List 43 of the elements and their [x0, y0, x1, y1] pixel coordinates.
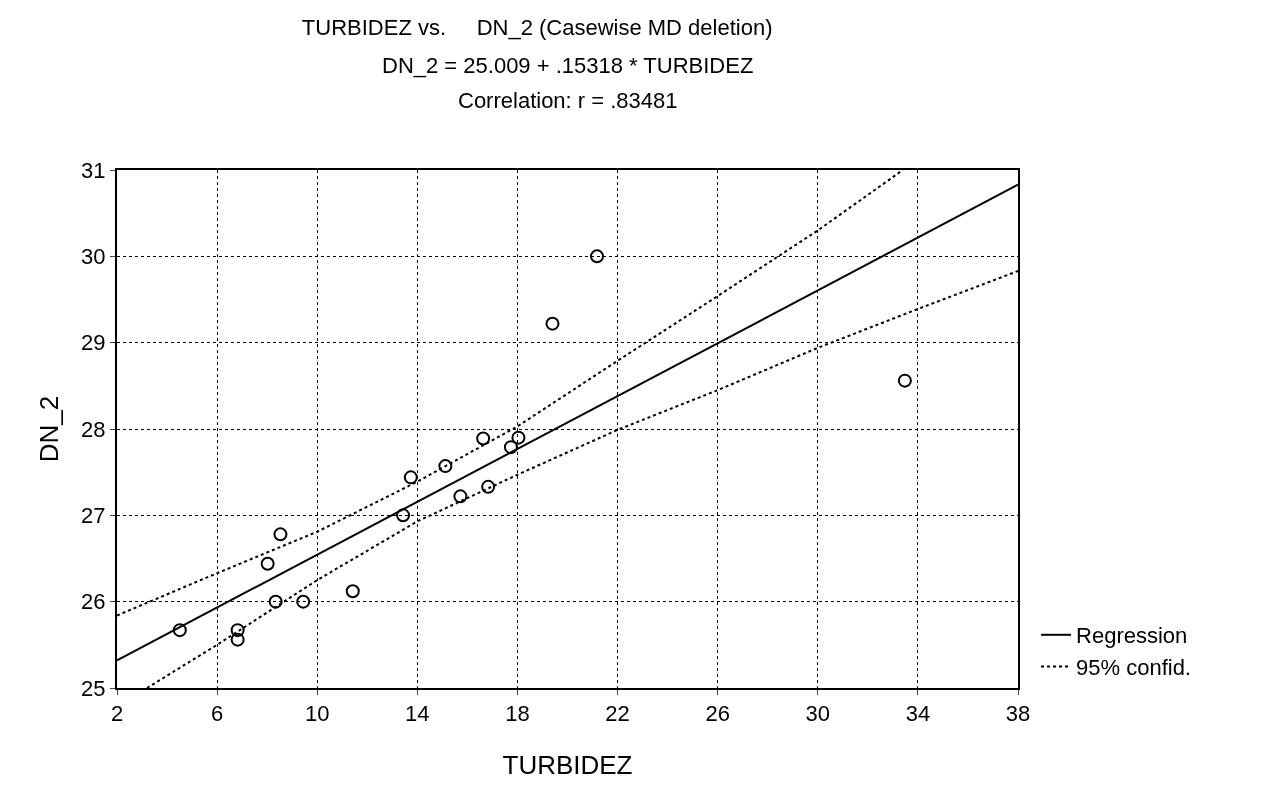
- x-tick-label: 2: [110, 701, 124, 727]
- chart-title: TURBIDEZ vs. DN_2 (Casewise MD deletion): [301, 15, 773, 41]
- y-tick-label: 30: [81, 244, 106, 270]
- point: [345, 584, 360, 599]
- x-tick-label: 34: [905, 701, 931, 727]
- point: [396, 508, 411, 523]
- text: Correlation: r = .83481: [458, 88, 678, 113]
- x-tick-label: 26: [705, 701, 730, 727]
- point: [503, 440, 518, 455]
- y-tick-label: 28: [81, 416, 106, 442]
- y-tick-label: 26: [81, 589, 106, 615]
- x-tick-label: 14: [405, 701, 430, 727]
- x-tick-label: 18: [505, 701, 530, 727]
- x-tick-label: 22: [605, 701, 630, 727]
- point: [590, 249, 605, 264]
- point: [230, 632, 245, 647]
- point: [268, 594, 283, 609]
- point: [230, 623, 245, 638]
- y-axis-title: DN_2: [34, 395, 65, 463]
- y-tick-label: 25: [81, 675, 106, 701]
- point: [545, 316, 560, 331]
- legend-label: 95% confid.: [1076, 654, 1191, 680]
- y-tick-label: 27: [81, 503, 106, 529]
- point: [172, 623, 187, 638]
- point: [403, 470, 418, 485]
- point: [260, 556, 275, 571]
- point: [453, 489, 468, 504]
- x-axis-title: TURBIDEZ: [502, 749, 633, 780]
- x-tick-label: 30: [805, 701, 831, 727]
- x-tick-label: 10: [304, 701, 330, 727]
- text: DN_2 = 25.009 + .15318 * TURBIDEZ: [382, 53, 754, 78]
- point: [511, 430, 526, 445]
- y-tick-label: 29: [81, 330, 106, 356]
- point: [476, 431, 491, 446]
- legend-label: Regression: [1076, 623, 1188, 649]
- point: [481, 479, 496, 494]
- point: [897, 373, 912, 388]
- x-tick-label: 38: [1005, 701, 1031, 727]
- point: [438, 459, 453, 474]
- x-tick-label: 6: [210, 701, 224, 727]
- point: [296, 594, 311, 609]
- point: [273, 527, 288, 542]
- y-tick-label: 31: [81, 157, 106, 183]
